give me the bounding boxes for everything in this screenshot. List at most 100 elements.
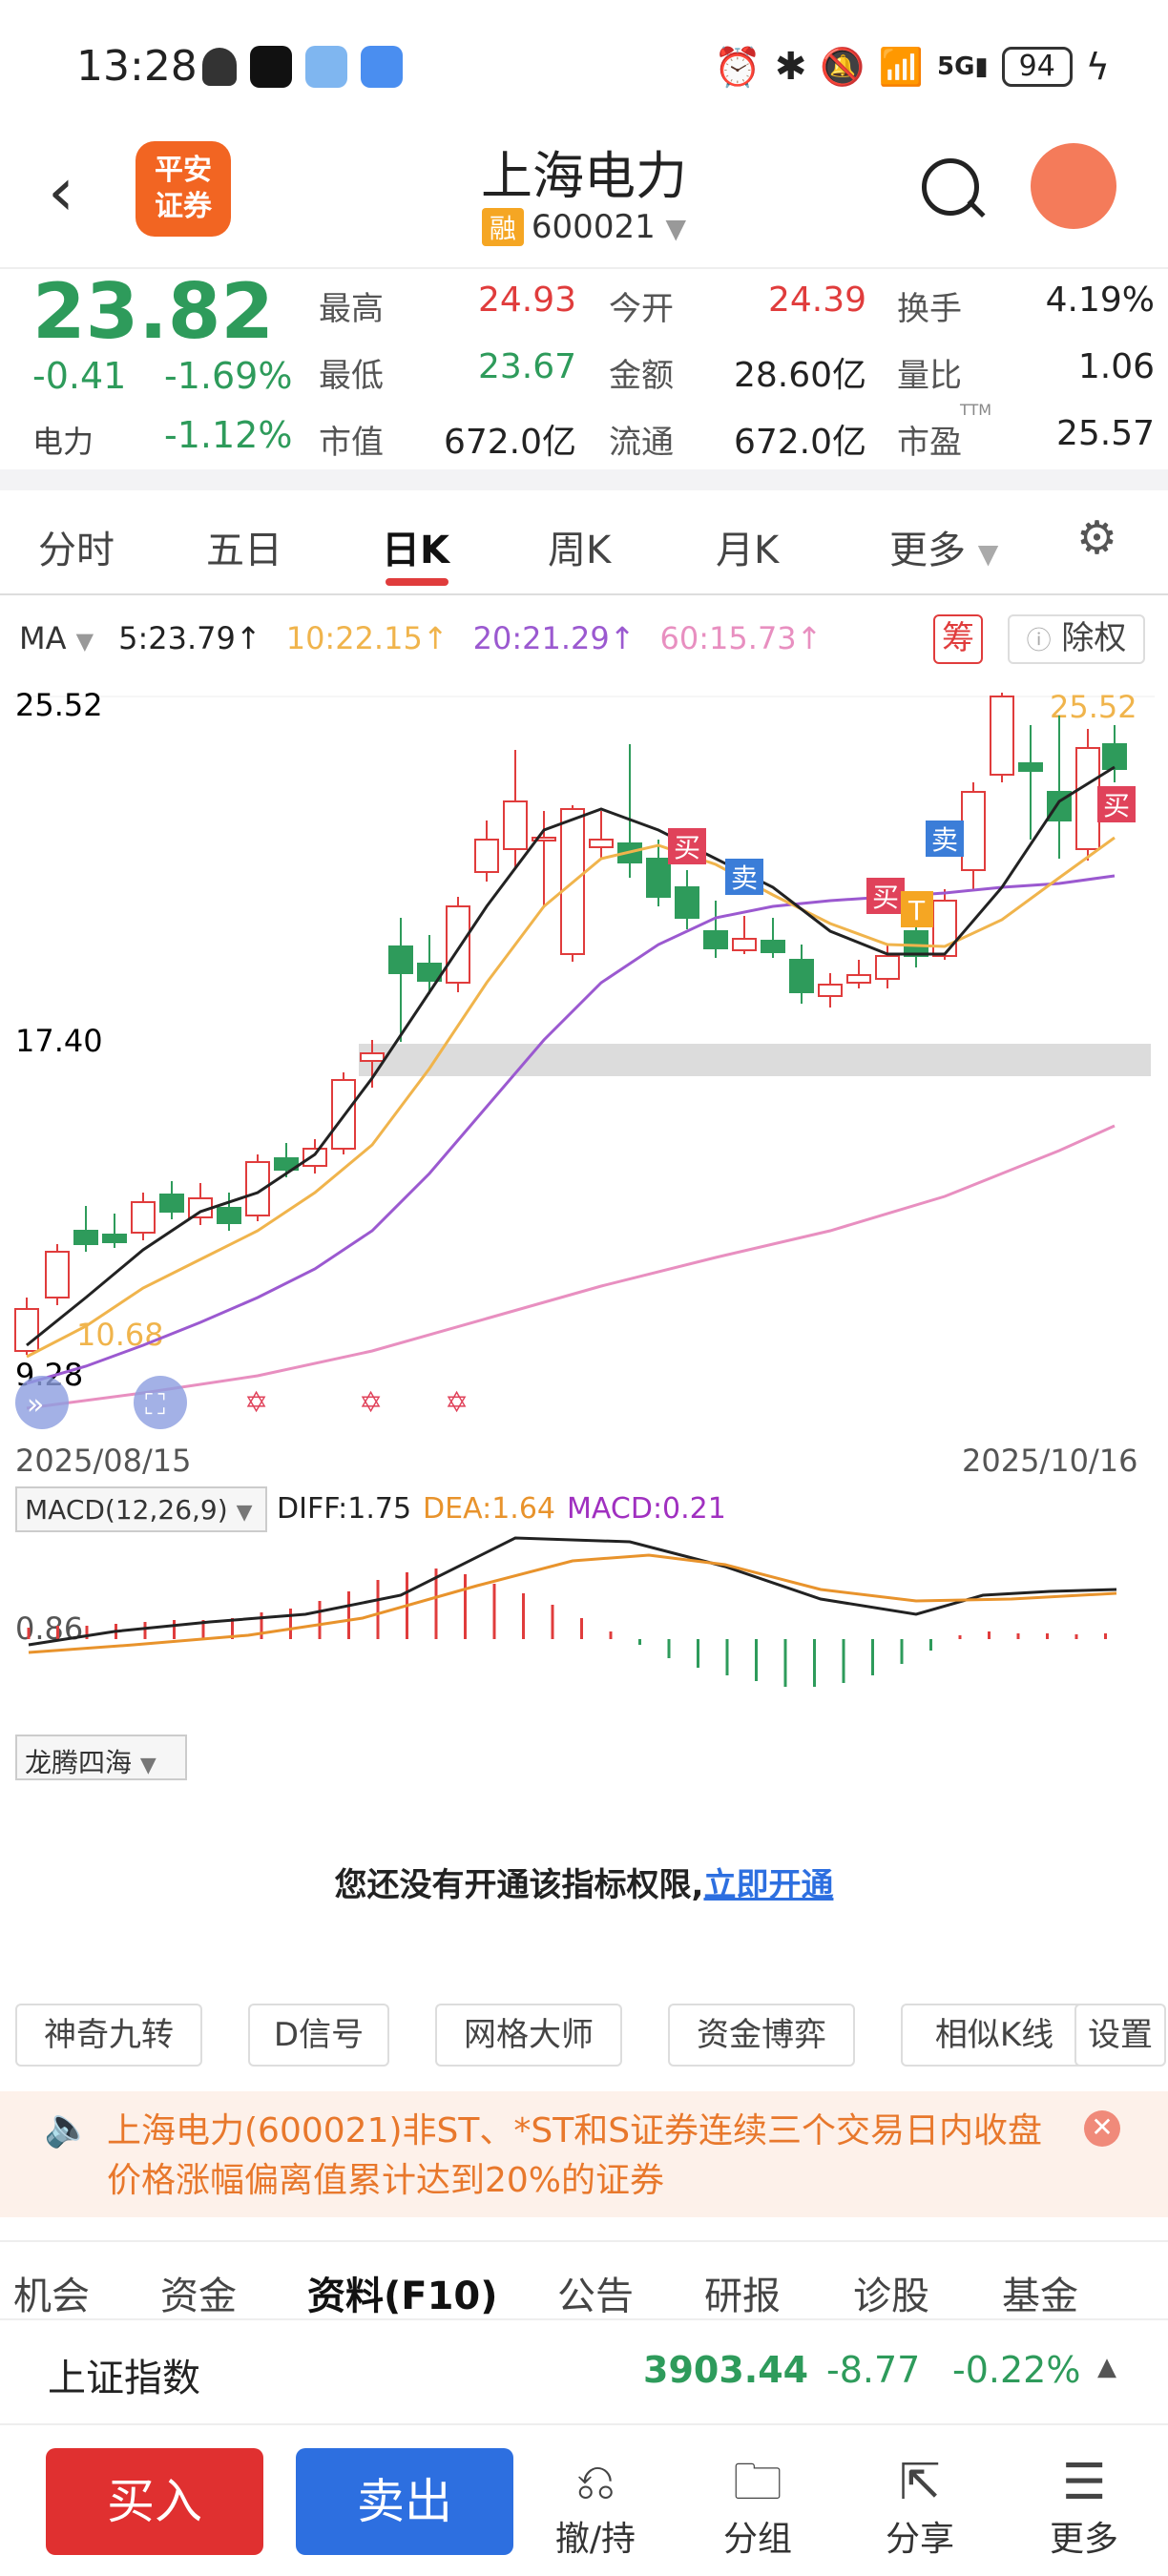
candle-body xyxy=(675,886,699,919)
indicator-grid-master[interactable]: 网格大师 xyxy=(435,2004,622,2067)
ma60-value: 60:15.73↑ xyxy=(659,620,823,656)
ma10-line xyxy=(26,836,1116,1359)
tab-announcements[interactable]: 公告 xyxy=(557,2275,634,2318)
macd-values: DIFF:1.75 DEA:1.64 MACD:0.21 xyxy=(277,1492,726,1526)
fullscreen-glyph: ⛶ xyxy=(145,1388,165,1422)
shield-icon xyxy=(202,48,237,86)
ex-rights-button[interactable]: ⓘ 除权 xyxy=(1008,614,1145,664)
index-ticker[interactable] xyxy=(0,2318,1168,2425)
tab-weekly-k[interactable]: 周K xyxy=(548,529,612,572)
chevron-down-icon: ▼ xyxy=(665,213,687,244)
message-icon xyxy=(361,46,403,88)
search-icon[interactable] xyxy=(922,158,979,216)
event-star-icon[interactable]: ✡ xyxy=(244,1386,268,1420)
close-icon[interactable]: ✕ xyxy=(1084,2110,1120,2147)
tab-funds[interactable]: 资金 xyxy=(160,2275,237,2318)
nav-group[interactable]: 🗀 分组 xyxy=(700,2454,815,2561)
tab-opportunity[interactable]: 机会 xyxy=(13,2275,90,2318)
battery-icon: 94 xyxy=(1001,47,1073,87)
quote-label-amount: 金额 xyxy=(609,357,674,395)
tab-daily-k[interactable]: 日K xyxy=(382,529,449,572)
svg-text:卖: 卖 xyxy=(931,824,958,856)
candle-body xyxy=(732,938,757,951)
tab-more[interactable]: 更多 ▼ xyxy=(889,529,999,572)
indicator-d-signal[interactable]: D信号 xyxy=(248,2004,389,2067)
ma-selector[interactable]: MA ▼ xyxy=(19,620,94,656)
ma-indicator-row: MA ▼ 5:23.79↑ 10:22.15↑ 20:21.29↑ 60:15.… xyxy=(19,620,822,656)
quote-value-pe: 25.57 xyxy=(1055,414,1155,453)
alert-notice xyxy=(0,2091,1168,2217)
signal-buy-1: 买 xyxy=(668,828,706,864)
tab-research[interactable]: 研报 xyxy=(704,2275,781,2318)
event-star-icon[interactable]: ✡ xyxy=(445,1386,469,1420)
tab-intraday[interactable]: 分时 xyxy=(38,529,115,572)
indicator-settings[interactable]: 设置 xyxy=(1074,2004,1166,2067)
candle-body xyxy=(217,1207,241,1224)
tab-five-day[interactable]: 五日 xyxy=(206,529,282,572)
double-chevron-icon: » xyxy=(27,1388,44,1422)
fullscreen-icon[interactable] xyxy=(134,1376,187,1429)
macd-selector[interactable]: MACD(12,26,9) ▼ xyxy=(15,1486,267,1532)
macd-histogram xyxy=(27,1568,1107,1687)
candle-body xyxy=(73,1230,98,1245)
avatar[interactable] xyxy=(1031,143,1116,229)
section-separator xyxy=(0,469,1168,490)
quote-value-low: 23.67 xyxy=(477,347,576,386)
stock-code-row[interactable]: 融 600021 ▼ xyxy=(0,208,1168,246)
gear-icon[interactable]: ⚙ xyxy=(1076,511,1118,565)
activate-link[interactable]: 立即开通 xyxy=(703,1866,834,1904)
charging-icon: ϟ xyxy=(1085,46,1110,88)
candle-body xyxy=(646,858,671,898)
chip-distribution-button[interactable]: 筹 xyxy=(933,614,983,664)
macd-dea: DEA:1.64 xyxy=(423,1492,556,1526)
high-marker: 25.52 xyxy=(1050,689,1137,725)
svg-text:买: 买 xyxy=(674,832,700,863)
candle-body xyxy=(45,1251,70,1298)
expand-icon[interactable] xyxy=(15,1376,69,1429)
candle-body xyxy=(875,955,900,980)
macd-diff: DIFF:1.75 xyxy=(277,1492,412,1526)
back-icon[interactable]: ‹ xyxy=(48,153,74,231)
active-tab-indicator xyxy=(386,578,448,586)
quote-label-pe: 市盈 xyxy=(897,424,962,462)
svg-text:买: 买 xyxy=(872,882,899,913)
tab-monthly-k[interactable]: 月K xyxy=(716,529,780,572)
candle-body xyxy=(703,930,728,949)
index-name: 上证指数 xyxy=(48,2357,200,2400)
status-app-icons xyxy=(202,44,403,90)
quote-value-amount: 28.60亿 xyxy=(733,356,866,395)
quote-label-high: 最高 xyxy=(319,290,384,328)
ma5-line xyxy=(26,765,1116,1347)
event-star-icon[interactable]: ✡ xyxy=(359,1386,383,1420)
chevron-down-icon: ▼ xyxy=(236,1501,253,1525)
notice-text: 上海电力(600021)非ST、*ST和S证券连续三个交易日内收盘价格涨幅偏离值… xyxy=(107,2111,1043,2200)
candle-body xyxy=(961,791,986,871)
period-tabs: 分时 五日 日K 周K 月K 更多 ▼ ⚙ xyxy=(0,490,1168,595)
nav-share[interactable]: ⇱ 分享 xyxy=(863,2454,977,2561)
tab-fund[interactable]: 基金 xyxy=(1002,2275,1078,2318)
buy-button[interactable]: 买入 xyxy=(46,2448,263,2555)
candle-body xyxy=(302,1148,327,1167)
chevron-up-icon[interactable]: ▲ xyxy=(1097,2353,1116,2381)
indicator-nine-turn[interactable]: 神奇九转 xyxy=(15,2004,202,2067)
sell-button[interactable]: 卖出 xyxy=(296,2448,513,2555)
tab-f10[interactable]: 资料(F10) xyxy=(307,2275,498,2318)
y-axis-mid: 17.40 xyxy=(15,1023,103,1059)
kline-chart[interactable]: 25.52 17.40 9.28 10.68 25.52 买 卖 买 T 卖 买… xyxy=(0,668,1168,1488)
longteng-selector[interactable]: 龙腾四海 ▼ xyxy=(15,1735,187,1780)
index-value: 3903.44 xyxy=(643,2349,809,2391)
tab-diagnosis[interactable]: 诊股 xyxy=(853,2275,929,2318)
indicator-similar-k[interactable]: 相似K线 xyxy=(901,2004,1088,2067)
sector-label[interactable]: 电力 xyxy=(32,424,94,460)
nav-undo-hold[interactable]: ⎌ 撤/持 xyxy=(538,2454,653,2561)
indicator-fund-game[interactable]: 资金博弈 xyxy=(668,2004,855,2067)
stock-code: 600021 xyxy=(531,208,656,246)
nav-more[interactable]: ☰ 更多 xyxy=(1027,2454,1141,2561)
wifi-icon: 📶 xyxy=(878,45,924,88)
undo-icon: ⎌ xyxy=(575,2454,615,2511)
status-bar: 13:28 ⏰ ✱ 🔕 📶 5G▮ 94 ϟ xyxy=(0,0,1168,134)
quote-label-volume-ratio: 量比 xyxy=(897,357,962,395)
signal-buy-2: 买 xyxy=(866,878,905,914)
candle-body xyxy=(990,696,1014,776)
macd-chart[interactable]: 0.86 xyxy=(0,1527,1168,1736)
